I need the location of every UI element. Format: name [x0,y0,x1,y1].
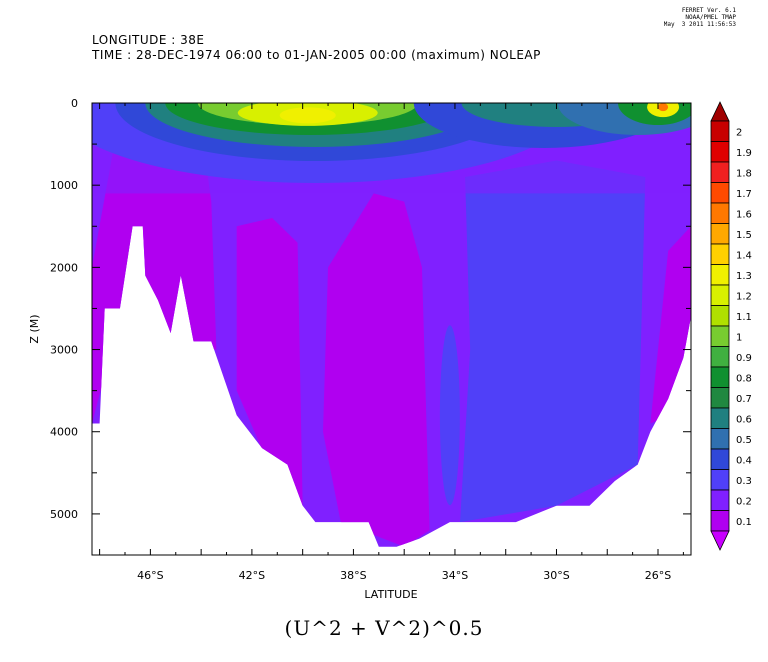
colorbar-swatch [710,510,730,532]
stamp-line: NOAA/PMEL TMAP [685,14,736,21]
colorbar-label: 1.1 [736,312,752,323]
colorbar-label: 1.3 [736,271,752,282]
y-tick-label: 0 [71,97,78,110]
ferret-stamp: FERRET Ver. 6.1 NOAA/PMEL TMAP May 3 201… [664,7,736,28]
x-tick-label: 38°S [340,569,366,582]
y-tick-label: 1000 [50,179,78,192]
variable-formula: (U^2 + V^2)^0.5 [284,616,484,640]
y-tick-label: 3000 [50,344,78,357]
x-tick-label: 42°S [239,569,265,582]
colorbar-swatch [710,284,730,306]
field-band-east-edge-16 [658,103,669,112]
colorbar-swatch [710,366,730,388]
x-axis-title: LATITUDE [364,588,417,601]
colorbar-label: 0.2 [736,496,752,507]
colorbar-swatch [710,161,730,183]
colorbar-label: 1.5 [736,230,752,241]
colorbar-swatch [710,223,730,245]
colorbar-label: 1.4 [736,250,752,261]
plot-frame [91,102,692,556]
longitude-label: LONGITUDE : 38E [92,33,205,47]
colorbar-label: 1.8 [736,168,752,179]
time-range-label: TIME : 28-DEC-1974 06:00 to 01-JAN-2005 … [92,48,541,62]
colorbar-swatch [710,428,730,450]
colorbar-label: 0.4 [736,455,752,466]
colorbar-over-arrow [710,101,730,122]
colorbar-label: 1 [736,332,742,343]
colorbar-label: 1.6 [736,209,752,220]
y-axis-title: Z (M) [28,314,41,343]
colorbar-swatch [710,469,730,491]
colorbar-label: 0.1 [736,517,752,528]
colorbar-label: 0.8 [736,373,752,384]
colorbar-swatch [710,202,730,224]
stamp-line: FERRET Ver. 6.1 [681,7,736,14]
colorbar-swatch [710,387,730,409]
y-tick-label: 2000 [50,261,78,274]
field-band-weak-38s [322,193,430,547]
colorbar-label: 0.6 [736,414,752,425]
colorbar-swatch [710,264,730,286]
colorbar-label: 0.5 [736,435,752,446]
x-tick-label: 30°S [543,569,569,582]
x-tick-label: 46°S [137,569,163,582]
colorbar-swatch [710,448,730,470]
field-band-weak-42s [236,218,303,506]
x-tick-label: 26°S [645,569,671,582]
colorbar: 2 1.9 1.8 1.7 1.6 1.5 1.4 1.3 1.2 1.1 1 0.9 0.8 0.7 0.… [710,101,752,551]
field-band-deep-34s [439,325,460,506]
colorbar-swatch [710,182,730,204]
y-tick-label: 5000 [50,508,78,521]
colorbar-swatch [710,489,730,511]
stamp-line: May 3 2011 11:56:53 [663,21,736,28]
colorbar-under-arrow [710,530,730,551]
colorbar-label: 1.9 [736,148,752,159]
colorbar-label: 0.7 [736,394,752,405]
field-band-upper-13 [279,107,336,124]
colorbar-swatch [710,141,730,163]
colorbar-swatch [710,305,730,327]
x-tick-label: 34°S [442,569,468,582]
colorbar-swatch [710,325,730,347]
axes: 46°S 42°S 38°S 34°S 30°S 26°S 0 1000 2000 3000 400… [50,97,691,582]
field-band-deep-east [460,160,646,523]
colorbar-label: 2 [736,127,742,138]
colorbar-label: 0.9 [736,353,752,364]
colorbar-label: 1.7 [736,189,752,200]
colorbar-label: 1.2 [736,291,752,302]
colorbar-label: 0.3 [736,476,752,487]
colorbar-swatch [710,120,730,142]
colorbar-swatch [710,407,730,429]
y-tick-label: 4000 [50,426,78,439]
field-band-east-edge-08 [618,103,691,125]
colorbar-swatch [710,243,730,265]
colorbar-swatch [710,346,730,368]
